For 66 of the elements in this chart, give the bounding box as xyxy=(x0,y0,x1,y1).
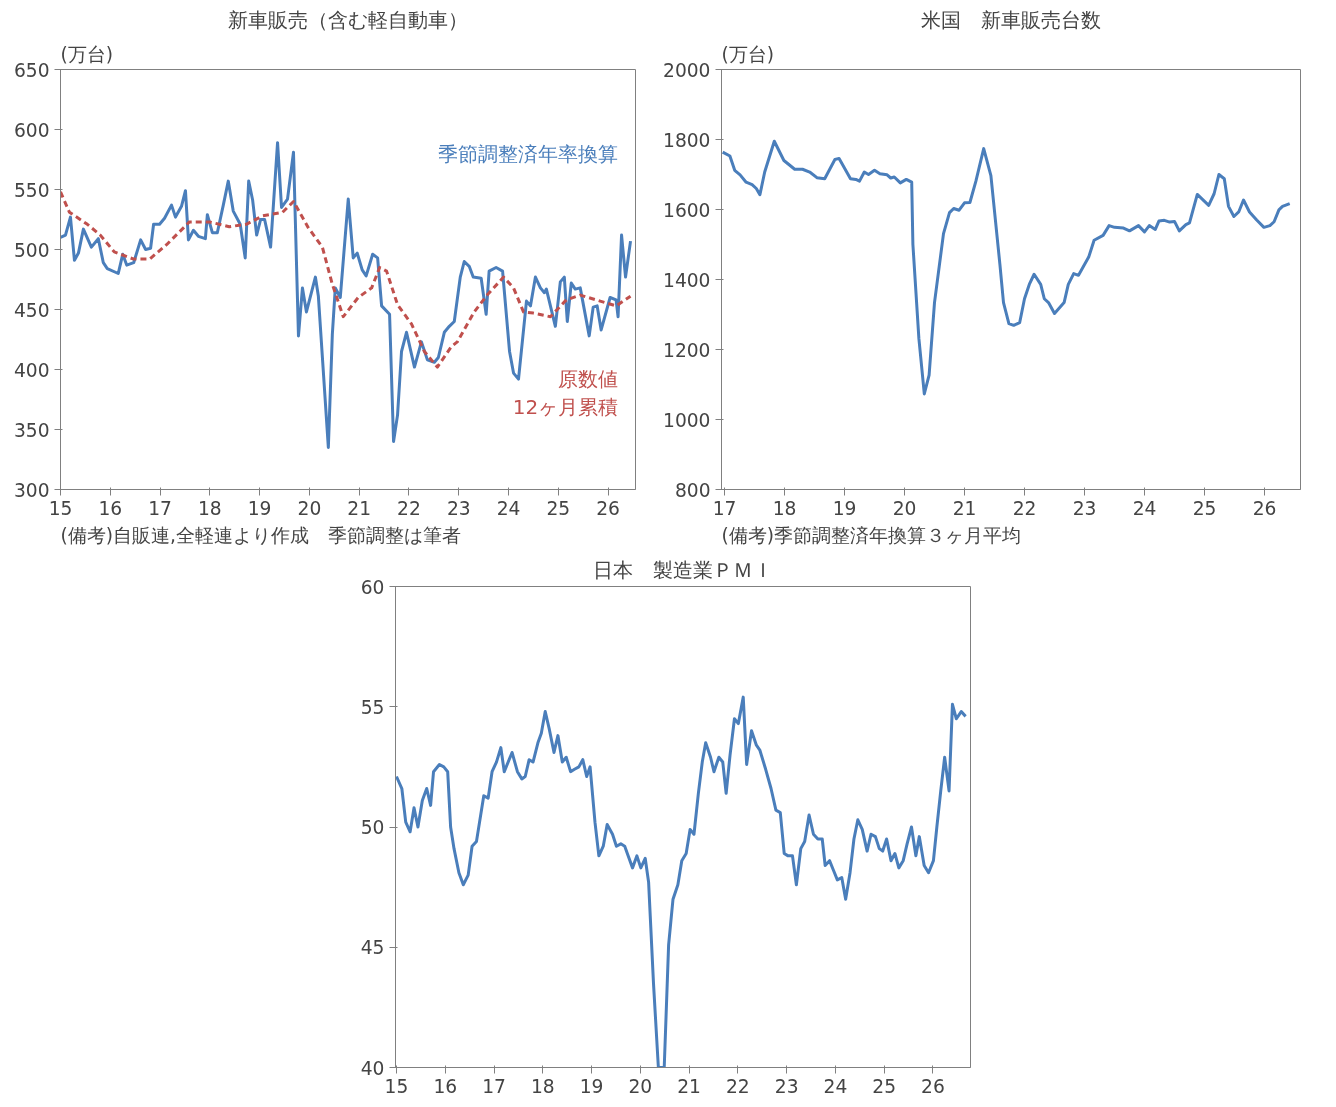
x-tick-label: 20 xyxy=(297,497,322,519)
x-tick-label: 26 xyxy=(1252,497,1277,519)
y-tick-label: 1800 xyxy=(663,129,711,151)
x-tick-label: 16 xyxy=(433,1075,458,1097)
x-tick-label: 23 xyxy=(446,497,471,519)
x-tick-label: 24 xyxy=(496,497,521,519)
text: (備考)自販連,全軽連より作成 季節調整は筆者 xyxy=(60,524,461,546)
x-tick-label: 19 xyxy=(832,497,857,519)
x-tick-label: 25 xyxy=(872,1075,897,1097)
y-tick-label: 500 xyxy=(13,239,50,261)
x-tick-label: 21 xyxy=(677,1075,701,1097)
x-tick-label: 22 xyxy=(726,1075,750,1097)
x-tick-label: 19 xyxy=(247,497,272,519)
y-axis-title: (万台) xyxy=(60,43,114,65)
y-tick-label: 800 xyxy=(674,479,711,501)
x-tick-label: 21 xyxy=(952,497,977,519)
y-tick-label: 400 xyxy=(13,359,50,381)
x-tick-label: 25 xyxy=(1192,497,1217,519)
x-tick-label: 20 xyxy=(628,1075,653,1097)
y-tick-label: 550 xyxy=(13,179,50,201)
x-tick-label: 17 xyxy=(482,1075,506,1097)
line-series xyxy=(60,141,633,449)
x-tick-label: 26 xyxy=(596,497,620,519)
text: (備考)季節調整済年換算３ヶ月平均 xyxy=(721,524,1022,546)
x-tick-label: 17 xyxy=(148,497,172,519)
chart-title: 新車販売（含む軽自動車） xyxy=(228,7,468,32)
y-tick-label: 1600 xyxy=(663,199,711,221)
x-tick-label: 18 xyxy=(530,1075,555,1097)
y-tick-label: 300 xyxy=(13,479,50,501)
chart-title: 米国 新車販売台数 xyxy=(921,7,1101,32)
line-series xyxy=(721,139,1292,396)
x-tick-label: 21 xyxy=(347,497,372,519)
x-tick-label: 17 xyxy=(712,497,737,519)
x-tick-label: 16 xyxy=(98,497,123,519)
chart-title: 日本 製造業ＰＭＩ xyxy=(593,557,773,582)
y-tick-label: 2000 xyxy=(663,59,711,81)
line-series xyxy=(60,190,633,369)
y-tick-label: 45 xyxy=(360,937,385,959)
x-tick-label: 24 xyxy=(823,1075,848,1097)
x-tick-label: 24 xyxy=(1132,497,1157,519)
y-tick-label: 450 xyxy=(13,299,50,321)
y-tick-label: 1000 xyxy=(663,409,711,431)
x-tick-label: 20 xyxy=(892,497,917,519)
x-tick-label: 18 xyxy=(197,497,222,519)
x-tick-label: 25 xyxy=(546,497,571,519)
y-tick-label: 55 xyxy=(360,696,385,718)
x-tick-label: 18 xyxy=(772,497,797,519)
y-tick-label: 1200 xyxy=(663,339,711,361)
y-tick-label: 50 xyxy=(360,817,385,838)
x-tick-label: 19 xyxy=(579,1075,604,1097)
x-tick-label: 23 xyxy=(1072,497,1097,519)
text: 季節調整済年率換算 xyxy=(438,141,619,166)
x-tick-label: 22 xyxy=(1012,497,1037,519)
y-tick-label: 600 xyxy=(13,119,50,141)
x-tick-label: 26 xyxy=(921,1075,945,1097)
x-tick-label: 23 xyxy=(774,1075,799,1097)
x-tick-label: 22 xyxy=(397,497,421,519)
y-tick-label: 650 xyxy=(13,59,50,81)
y-tick-label: 350 xyxy=(13,419,50,441)
y-tick-label: 40 xyxy=(360,1057,385,1079)
text: 原数値 12ヶ月累積 xyxy=(512,366,619,420)
y-tick-label: 60 xyxy=(360,576,385,598)
x-tick-label: 15 xyxy=(48,497,73,519)
x-tick-label: 15 xyxy=(384,1075,409,1097)
y-axis-title: (万台) xyxy=(721,43,775,65)
y-tick-label: 1400 xyxy=(663,269,711,291)
